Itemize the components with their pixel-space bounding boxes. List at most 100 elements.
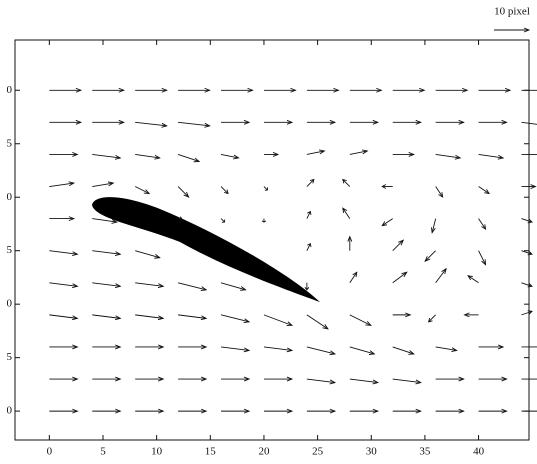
arrow-part bbox=[527, 250, 533, 256]
vector bbox=[178, 408, 208, 414]
arrow-part bbox=[467, 275, 473, 281]
vector bbox=[342, 207, 351, 219]
x-tick-label: 20 bbox=[258, 446, 270, 458]
vector bbox=[92, 314, 122, 321]
vector bbox=[304, 282, 310, 291]
vector bbox=[424, 250, 436, 263]
arrow-part bbox=[68, 216, 76, 222]
vector bbox=[521, 250, 533, 256]
arrow-part bbox=[501, 376, 508, 382]
arrow-part bbox=[349, 314, 371, 326]
arrow-part bbox=[290, 87, 297, 93]
vector bbox=[392, 119, 422, 125]
arrow-part bbox=[342, 179, 351, 187]
vector bbox=[381, 184, 393, 189]
arrow-part bbox=[92, 250, 121, 255]
arrow-part bbox=[306, 243, 311, 251]
arrow-part bbox=[376, 87, 383, 93]
vector bbox=[221, 408, 251, 414]
arrow-part bbox=[158, 408, 165, 414]
arrow-part bbox=[521, 282, 533, 287]
arrow-part bbox=[177, 154, 200, 162]
arrow-part bbox=[233, 154, 240, 160]
arrow-part bbox=[349, 272, 358, 284]
vector bbox=[478, 376, 508, 382]
arrow-part bbox=[92, 153, 121, 159]
vector bbox=[220, 346, 251, 353]
arrow-part bbox=[458, 376, 465, 382]
vector bbox=[521, 310, 533, 316]
x-tick-label: 5 bbox=[100, 446, 106, 458]
vector bbox=[49, 282, 79, 289]
arrow-part bbox=[461, 87, 469, 93]
airfoil bbox=[92, 197, 320, 302]
arrow-part bbox=[349, 150, 368, 155]
arrow-part bbox=[349, 378, 378, 383]
vector bbox=[306, 243, 312, 251]
vector bbox=[392, 239, 405, 252]
vector bbox=[135, 87, 168, 93]
vector bbox=[392, 87, 426, 93]
vector bbox=[349, 271, 358, 284]
arrow-part bbox=[424, 256, 431, 263]
x-tick-label: 15 bbox=[205, 446, 217, 458]
vector bbox=[221, 376, 251, 382]
vector bbox=[263, 314, 294, 326]
arrow-part bbox=[143, 189, 151, 195]
arrow-part bbox=[72, 376, 79, 382]
arrow-part bbox=[107, 181, 115, 187]
arrow-part bbox=[200, 376, 208, 382]
arrow-part bbox=[135, 314, 164, 319]
arrow-part bbox=[92, 218, 117, 223]
vector bbox=[49, 344, 79, 350]
arrow-part bbox=[200, 408, 208, 414]
arrow-part bbox=[408, 152, 415, 157]
arrow-part bbox=[49, 182, 74, 187]
arrow-part bbox=[372, 119, 380, 125]
vector bbox=[521, 218, 533, 224]
arrow-part bbox=[92, 314, 121, 319]
vector bbox=[478, 218, 487, 231]
vector bbox=[478, 408, 508, 414]
vector bbox=[392, 271, 408, 284]
vector bbox=[306, 378, 337, 385]
vector bbox=[521, 121, 537, 125]
vector bbox=[306, 314, 329, 330]
arrow-part bbox=[286, 376, 294, 382]
vector bbox=[521, 89, 537, 91]
vector bbox=[435, 408, 465, 414]
vector bbox=[177, 154, 201, 163]
arrow-part bbox=[220, 282, 246, 291]
vector bbox=[178, 216, 183, 221]
arrow-part bbox=[118, 87, 125, 93]
arrow-part bbox=[478, 218, 486, 230]
vector bbox=[92, 250, 122, 256]
arrow-part bbox=[75, 87, 83, 93]
vector bbox=[435, 153, 462, 160]
arrow-part bbox=[415, 408, 422, 414]
arrow-part bbox=[527, 282, 533, 288]
x-tick-label: 25 bbox=[312, 446, 324, 458]
arrow-part bbox=[92, 282, 121, 287]
vector bbox=[135, 314, 165, 321]
arrow-part bbox=[392, 239, 404, 252]
arrow-part bbox=[467, 275, 479, 284]
arrow-part bbox=[204, 87, 211, 93]
vector bbox=[220, 314, 251, 324]
arrow-part bbox=[368, 350, 376, 355]
arrow-part bbox=[177, 186, 189, 198]
arrow-part bbox=[134, 186, 150, 194]
vector bbox=[178, 376, 208, 382]
vector bbox=[463, 312, 479, 318]
arrow-part bbox=[372, 408, 380, 414]
y-tick-label: 5 bbox=[7, 244, 13, 256]
arrow-part bbox=[111, 219, 118, 224]
arrow-part bbox=[200, 315, 208, 321]
vector bbox=[178, 314, 208, 321]
arrow-part bbox=[178, 121, 210, 127]
vector bbox=[49, 376, 79, 382]
arrow-part bbox=[183, 191, 190, 198]
arrow-part bbox=[286, 321, 294, 326]
arrow-part bbox=[263, 346, 293, 351]
arrow-part bbox=[220, 186, 229, 194]
